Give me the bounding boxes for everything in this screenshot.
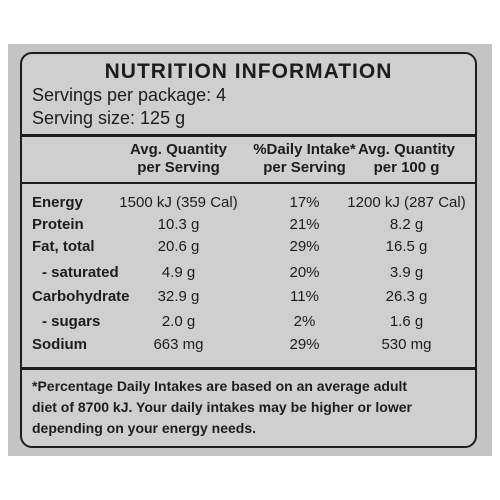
value-per-serving: 10.3 g: [157, 216, 200, 233]
column-header-line: per 100 g: [373, 159, 440, 176]
footnote-line: depending on your energy needs.: [32, 420, 257, 436]
column-header-line: Avg. Quantity: [358, 141, 455, 158]
value-per-100g: 1200 kJ (287 Cal): [347, 194, 466, 211]
nutrient-name: Protein: [32, 216, 84, 233]
value-per-100g: 530 mg: [381, 336, 432, 353]
column-header-per-serving: Avg. Quantity per Serving: [116, 141, 241, 177]
divider-header-top: [22, 134, 475, 137]
nutrient-name: - sugars: [42, 313, 101, 330]
column-header-line: per Serving: [263, 159, 346, 176]
column-header-daily-intake: %Daily Intake* per Serving: [242, 141, 367, 177]
value-per-100g: 3.9 g: [389, 264, 424, 281]
value-per-serving: 32.9 g: [157, 288, 200, 305]
value-per-100g: 16.5 g: [385, 238, 428, 255]
table-row: Energy 1500 kJ (359 Cal) 17% 1200 kJ (28…: [22, 194, 475, 216]
nutrition-panel: NUTRITION INFORMATION Servings per packa…: [20, 52, 477, 448]
column-header-line: per Serving: [137, 159, 220, 176]
footnote-line: *Percentage Daily Intakes are based on a…: [32, 378, 408, 394]
value-daily-intake: 21%: [289, 216, 320, 233]
value-daily-intake: 2%: [293, 313, 316, 330]
nutrient-name: Carbohydrate: [32, 288, 130, 305]
table-row: Fat, total 20.6 g 29% 16.5 g: [22, 238, 475, 260]
column-header-line: Avg. Quantity: [130, 141, 227, 158]
value-daily-intake: 11%: [290, 288, 319, 305]
nutrient-name: Energy: [32, 194, 83, 211]
servings-per-package: Servings per package: 4: [32, 85, 227, 105]
value-daily-intake: 17%: [289, 194, 320, 211]
table-row: Sodium 663 mg 29% 530 mg: [22, 336, 475, 358]
nutrient-name: - saturated: [42, 264, 119, 281]
table-row: - saturated 4.9 g 20% 3.9 g: [22, 264, 475, 286]
divider-header-bottom: [22, 182, 475, 184]
value-per-serving: 4.9 g: [161, 264, 196, 281]
value-per-serving: 20.6 g: [157, 238, 200, 255]
value-per-serving: 663 mg: [153, 336, 204, 353]
column-header-line: %Daily Intake*: [253, 141, 356, 158]
value-per-serving: 2.0 g: [161, 313, 196, 330]
table-row: Carbohydrate 32.9 g 11% 26.3 g: [22, 288, 475, 310]
footnote-line: diet of 8700 kJ. Your daily intakes may …: [32, 399, 412, 415]
table-row: - sugars 2.0 g 2% 1.6 g: [22, 313, 475, 335]
panel-title: NUTRITION INFORMATION: [104, 60, 393, 83]
divider-footnote: [22, 367, 475, 370]
value-per-100g: 8.2 g: [389, 216, 424, 233]
value-per-100g: 1.6 g: [389, 313, 424, 330]
nutrient-name: Sodium: [32, 336, 87, 353]
value-per-100g: 26.3 g: [385, 288, 428, 305]
value-daily-intake: 29%: [289, 238, 320, 255]
value-per-serving: 1500 kJ (359 Cal): [119, 194, 238, 211]
footnote: *Percentage Daily Intakes are based on a…: [32, 376, 467, 439]
value-daily-intake: 29%: [289, 336, 320, 353]
table-row: Protein 10.3 g 21% 8.2 g: [22, 216, 475, 238]
value-daily-intake: 20%: [289, 264, 320, 281]
column-header-per-100g: Avg. Quantity per 100 g: [344, 141, 469, 177]
serving-size: Serving size: 125 g: [32, 108, 186, 128]
nutrient-name: Fat, total: [32, 238, 95, 255]
